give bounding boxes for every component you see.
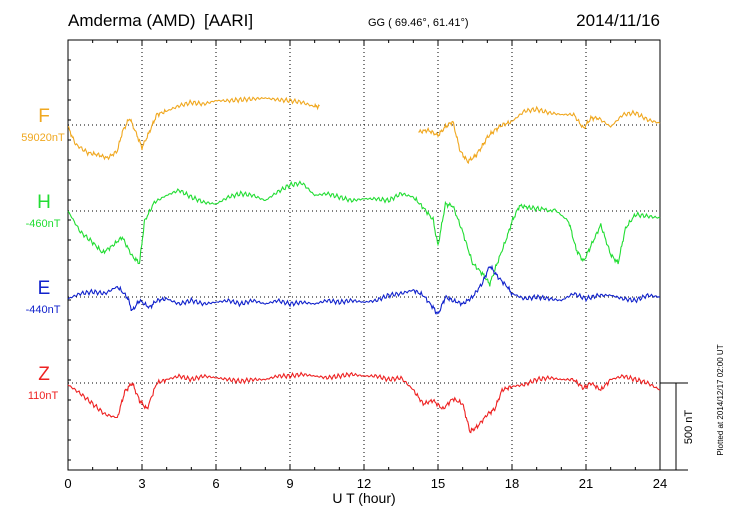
series-baseline-z: 110nT [28, 390, 59, 402]
series-name-e: E [38, 278, 51, 299]
x-tick-label: 21 [579, 476, 593, 491]
series-labels: F 59020nT H -460nT E -440nT Z 110nT [21, 106, 65, 402]
coordinates-label: GG ( 69.46°, 61.41°) [368, 17, 469, 29]
x-axis-ticks: 0 3 6 9 12 15 18 21 24 [64, 40, 667, 491]
series-line-e [67, 264, 661, 315]
station-title: Amderma (AMD) [68, 11, 196, 30]
series-lines [67, 96, 661, 434]
scale-bar [660, 382, 688, 471]
series-baseline-f: 59020nT [21, 132, 65, 144]
plotted-note: Plotted at 2014/12/17 02:00 UT [716, 344, 725, 455]
x-tick-label: 18 [505, 476, 519, 491]
x-axis-label: U T (hour) [332, 490, 395, 506]
series-name-f: F [38, 106, 50, 127]
series-name-h: H [37, 192, 51, 213]
series-baseline-h: -460nT [26, 218, 61, 230]
series-baseline-e: -440nT [26, 304, 61, 316]
series-line-f [67, 96, 320, 161]
scale-label: 500 nT [683, 410, 695, 445]
x-tick-label: 12 [357, 476, 371, 491]
x-tick-label: 15 [431, 476, 445, 491]
date-label: 2014/11/16 [576, 11, 660, 30]
x-tick-label: 9 [286, 476, 293, 491]
x-tick-label: 6 [212, 476, 219, 491]
series-name-z: Z [38, 364, 50, 385]
grid [68, 40, 660, 470]
series-line-z [67, 371, 661, 434]
series-line-f [418, 105, 661, 165]
series-line-h [67, 180, 661, 287]
x-tick-label: 24 [653, 476, 667, 491]
network-label: [AARI] [204, 11, 253, 30]
x-tick-label: 0 [64, 476, 71, 491]
x-tick-label: 3 [138, 476, 145, 491]
